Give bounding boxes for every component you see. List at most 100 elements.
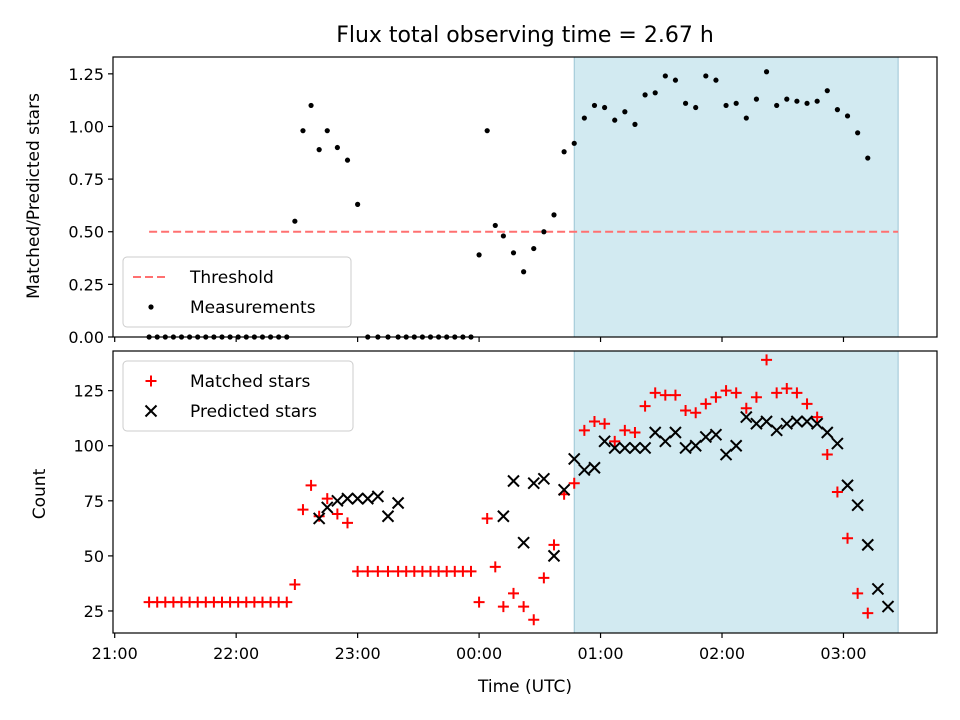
predicted-star-point [719, 448, 733, 461]
matched-star-point [720, 385, 732, 397]
x-tick-label: 01:00 [577, 644, 623, 663]
matched-star-point [342, 517, 354, 529]
matched-star-point [831, 486, 843, 498]
measurement-point [834, 107, 841, 113]
matched-star-point [518, 601, 530, 613]
matched-star-point [599, 418, 611, 430]
matched-star-point [740, 402, 752, 414]
y-tick-label: 0.25 [68, 275, 104, 294]
y-tick-label: 75 [84, 492, 104, 511]
matched-star-point [821, 449, 833, 461]
matched-star-point [489, 561, 501, 573]
matched-star-point [801, 398, 813, 410]
measurement-point [642, 92, 648, 98]
matched-star-point [305, 479, 317, 491]
measurement-point [316, 147, 322, 153]
matched-star-point [331, 508, 343, 520]
measurement-point [865, 155, 871, 161]
predicted-star-point [750, 417, 763, 430]
measurement-point [510, 250, 517, 256]
measurement-point [652, 90, 658, 96]
y-tick-label: 25 [84, 602, 104, 621]
measurement-point [591, 102, 598, 109]
predicted-star-point [628, 441, 642, 455]
matched-star-point [548, 539, 560, 551]
measurement-point [774, 102, 780, 109]
predicted-star-point [507, 474, 520, 488]
measurement-point [334, 144, 340, 151]
measurement-point [551, 212, 557, 218]
x-axis-label: Time (UTC) [477, 677, 572, 697]
measurement-point [804, 100, 810, 106]
measurement-point [355, 201, 361, 207]
matched-star-point [750, 391, 762, 403]
measurement-point [763, 69, 770, 75]
x-tick-label: 02:00 [699, 644, 745, 663]
matched-star-point [528, 614, 540, 626]
matched-star-point [700, 398, 712, 410]
predicted-star-point [331, 494, 344, 508]
measurement-point [662, 73, 668, 79]
matched-star-point [690, 407, 702, 419]
predicted-star-point [391, 496, 405, 510]
matched-star-point [862, 607, 874, 619]
predicted-star-point [760, 415, 773, 428]
predicted-star-point [547, 549, 561, 563]
matched-star-point [639, 400, 651, 412]
matched-star-point [619, 424, 631, 436]
matched-star-point [649, 387, 661, 399]
predicted-star-point [527, 476, 540, 490]
predicted-star-point [649, 426, 662, 439]
top-y-axis-label: Matched/Predicted stars [24, 93, 44, 299]
y-tick-label: 0.50 [68, 223, 104, 242]
matched-star-point [281, 596, 293, 608]
matched-star-point [791, 387, 803, 399]
matched-star-point [609, 435, 621, 447]
predicted-star-point [321, 501, 334, 514]
measurement-point [693, 104, 699, 111]
measurement-point [814, 98, 820, 104]
predicted-star-point [689, 439, 702, 452]
y-tick-label: 100 [73, 437, 104, 456]
measurement-point [794, 98, 800, 104]
predicted-star-point [790, 415, 804, 428]
matched-star-point [362, 565, 374, 577]
observing-window-span [573, 56, 899, 338]
predicted-star-point [679, 441, 692, 455]
predicted-star-point [729, 439, 743, 452]
bottom-y-axis-label: Count [30, 468, 50, 519]
y-tick-label: 50 [84, 547, 104, 566]
measurement-point [541, 229, 547, 235]
y-tick-label: 0.00 [68, 328, 104, 347]
measurement-point [784, 96, 790, 102]
predicted-star-point [371, 490, 385, 503]
predicted-star-point [709, 428, 723, 441]
legend-label: Threshold [189, 268, 274, 288]
predicted-star-point [568, 452, 581, 466]
measurement-point [703, 73, 709, 79]
matched-star-point [473, 596, 485, 608]
x-tick-label: 23:00 [335, 644, 381, 663]
measurement-point [344, 157, 351, 163]
predicted-star-point [618, 441, 632, 455]
matched-star-point [289, 579, 301, 591]
legend-box [122, 360, 354, 432]
predicted-star-point [821, 426, 834, 439]
legend-label: Matched stars [190, 372, 310, 392]
predicted-star-point [312, 512, 326, 525]
measurement-point [531, 245, 537, 252]
legend-matched-swatch [145, 375, 157, 387]
predicted-star-point [881, 600, 895, 613]
predicted-star-point [588, 461, 601, 474]
matched-star-point [842, 532, 854, 544]
matched-star-point [497, 601, 509, 613]
legend-measurement-swatch [148, 304, 154, 310]
y-tick-label: 1.00 [68, 117, 104, 136]
measurement-point [622, 109, 628, 115]
measurement-point [672, 77, 679, 83]
measurement-point [713, 77, 719, 83]
predicted-star-point [851, 499, 864, 512]
measurement-point [733, 100, 739, 106]
matched-star-point [710, 391, 722, 403]
